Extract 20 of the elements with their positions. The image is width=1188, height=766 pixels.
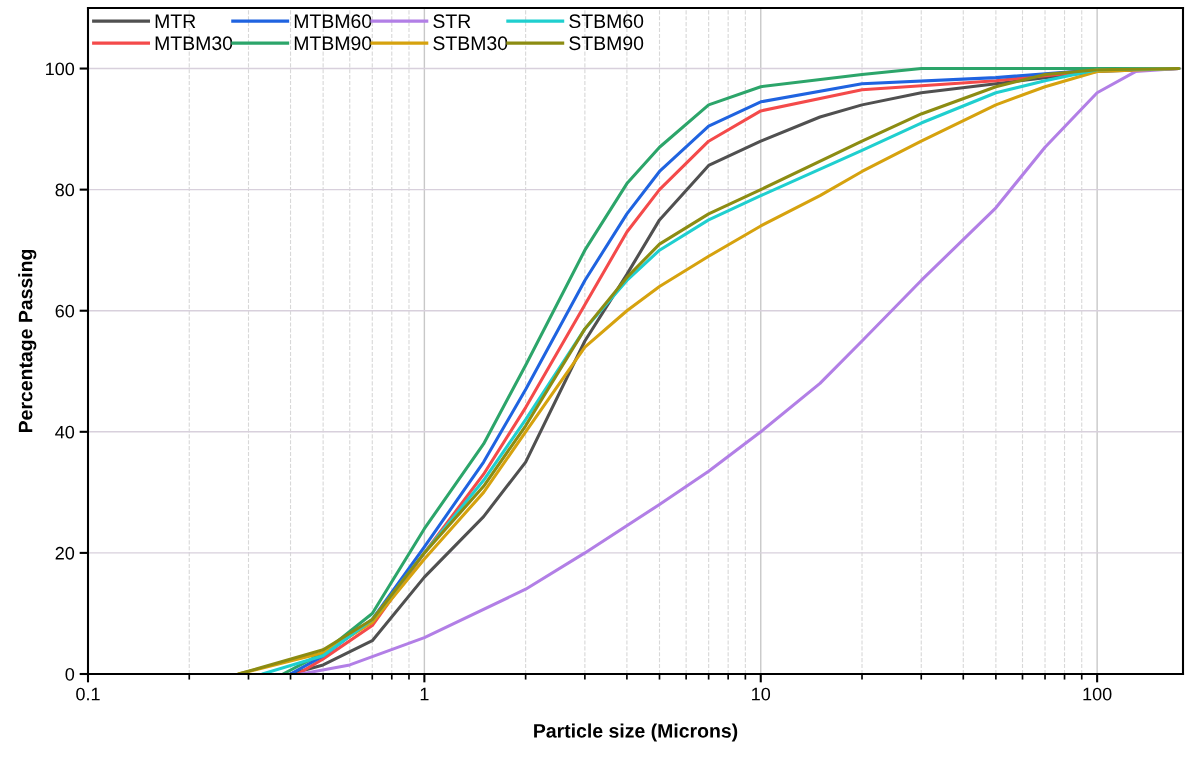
legend-label: MTBM30 [155, 36, 233, 51]
legend-label: STR [433, 14, 471, 29]
legend-label: STBM30 [433, 36, 508, 51]
x-tick-label: 10 [752, 687, 771, 701]
y-tick-label: 80 [55, 183, 75, 197]
y-tick-label: 40 [55, 425, 75, 439]
x-tick-label: 1 [420, 687, 429, 701]
x-tick-label: 100 [1083, 687, 1112, 701]
y-tick-label: 20 [55, 546, 75, 560]
legend-label: STBM60 [569, 14, 644, 29]
legend-label: MTR [155, 14, 196, 28]
x-axis-title: Particle size (Microns) [534, 723, 738, 742]
y-tick-label: 100 [46, 62, 75, 76]
y-tick-label: 60 [55, 304, 75, 318]
y-tick-label: 0 [65, 667, 75, 681]
y-axis-title: Percentage Passing [18, 249, 37, 433]
legend-label: MTBM60 [294, 14, 372, 29]
x-tick-label: 0.1 [76, 687, 100, 701]
legend-label: STBM90 [569, 36, 644, 51]
legend-label: MTBM90 [294, 36, 372, 51]
